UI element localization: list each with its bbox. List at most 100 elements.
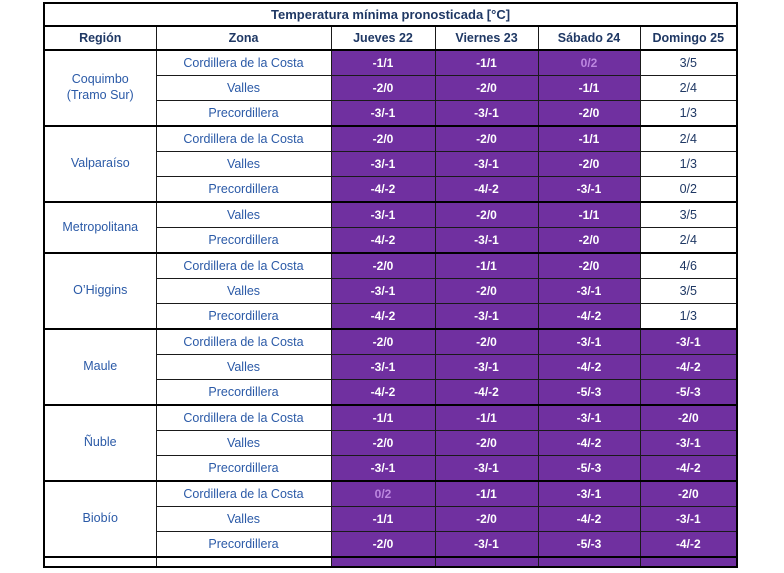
forecast-value-cell: -3/-1 [639, 506, 738, 532]
forecast-value-cell: -1/1 [537, 125, 641, 152]
table-row: Valles -3/-1 -3/-1 -2/0 1/3 [44, 151, 738, 177]
zone-cell: Precordillera [155, 303, 332, 330]
cutoff-purple-cell [537, 556, 641, 568]
forecast-value-cell: -3/-1 [330, 354, 436, 380]
forecast-table: Temperatura mínima pronosticada [°C] Reg… [42, 2, 739, 568]
forecast-value-cell: 1/3 [639, 100, 738, 127]
forecast-value-cell: -1/1 [434, 480, 539, 507]
forecast-value-cell: -1/1 [330, 404, 436, 431]
forecast-value-cell: -5/-3 [639, 379, 738, 406]
zone-cell: Cordillera de la Costa [155, 252, 332, 279]
zone-cell: Cordillera de la Costa [155, 404, 332, 431]
forecast-value-cell: -2/0 [537, 227, 641, 254]
zone-cell: Valles [155, 506, 332, 532]
forecast-value-cell: -2/0 [639, 404, 738, 431]
col-header-jueves: Jueves 22 [330, 25, 436, 51]
header-row: Región Zona Jueves 22 Viernes 23 Sábado … [43, 25, 738, 51]
cutoff-white-cell [43, 556, 157, 568]
forecast-value-cell: -1/1 [537, 201, 641, 228]
forecast-value-cell: -2/0 [434, 75, 539, 101]
forecast-value-cell: -2/0 [434, 278, 539, 304]
forecast-value-cell: 2/4 [639, 227, 738, 254]
forecast-value-cell: -4/-2 [434, 379, 539, 406]
table-row: Precordillera -4/-2 -3/-1 -2/0 2/4 [44, 227, 738, 254]
forecast-value-cell: 0/2 [639, 176, 738, 203]
forecast-value-cell: -2/0 [330, 531, 436, 558]
forecast-value-cell: -2/0 [434, 201, 539, 228]
cutoff-purple-cell [434, 556, 539, 568]
forecast-value-cell: -3/-1 [639, 328, 738, 355]
forecast-value-cell: 4/6 [639, 252, 738, 279]
forecast-value-cell: 3/5 [639, 278, 738, 304]
col-header-sabado: Sábado 24 [537, 25, 641, 51]
forecast-value-cell: -4/-2 [330, 379, 436, 406]
zone-cell: Valles [155, 278, 332, 304]
forecast-value-cell: -3/-1 [537, 328, 641, 355]
forecast-value-cell: -2/0 [434, 328, 539, 355]
region-cell: Coquimbo (Tramo Sur) [43, 49, 157, 127]
forecast-value-cell: -4/-2 [639, 531, 738, 558]
forecast-value-cell: -1/1 [330, 49, 436, 76]
forecast-value-cell: -3/-1 [330, 100, 436, 127]
forecast-value-cell: -3/-1 [434, 455, 539, 482]
zone-cell: Valles [155, 430, 332, 456]
forecast-value-cell: -2/0 [537, 252, 641, 279]
forecast-value-cell: -3/-1 [434, 303, 539, 330]
forecast-value-cell: -2/0 [639, 480, 738, 507]
table-title: Temperatura mínima pronosticada [°C] [42, 2, 739, 27]
col-header-viernes: Viernes 23 [434, 25, 539, 51]
zone-cell: Precordillera [155, 379, 332, 406]
forecast-value-cell: -3/-1 [434, 100, 539, 127]
forecast-value-cell: -2/0 [434, 125, 539, 152]
zone-cell: Cordillera de la Costa [155, 49, 332, 76]
forecast-value-cell: -2/0 [330, 125, 436, 152]
forecast-value-cell: -4/-2 [537, 354, 641, 380]
forecast-value-cell: -1/1 [434, 404, 539, 431]
zone-cell: Cordillera de la Costa [155, 328, 332, 355]
zone-cell: Precordillera [155, 176, 332, 203]
forecast-value-cell: -2/0 [330, 75, 436, 101]
forecast-value-cell: 1/3 [639, 151, 738, 177]
zone-cell: Precordillera [155, 100, 332, 127]
forecast-value-cell: -2/0 [537, 151, 641, 177]
forecast-value-cell: -4/-2 [537, 303, 641, 330]
cutoff-white-cell [155, 556, 332, 568]
table-row: Valles -2/0 -2/0 -1/1 2/4 [44, 75, 738, 101]
zone-cell: Cordillera de la Costa [155, 125, 332, 152]
forecast-value-cell: -3/-1 [537, 278, 641, 304]
zone-cell: Valles [155, 75, 332, 101]
region-cell: Metropolitana [43, 201, 157, 254]
forecast-value-cell: -1/1 [434, 49, 539, 76]
forecast-value-cell: -3/-1 [537, 176, 641, 203]
forecast-value-cell: -5/-3 [537, 455, 641, 482]
forecast-value-cell: 2/4 [639, 125, 738, 152]
forecast-value-cell: -3/-1 [537, 404, 641, 431]
table-row: Precordillera -4/-2 -3/-1 -4/-2 1/3 [44, 303, 738, 330]
table-row: Precordillera -3/-1 -3/-1 -5/-3 -4/-2 [44, 455, 738, 482]
forecast-value-cell: -4/-2 [639, 354, 738, 380]
forecast-value-cell: -3/-1 [434, 531, 539, 558]
forecast-value-cell: -2/0 [537, 100, 641, 127]
table-row: Coquimbo (Tramo Sur) Cordillera de la Cos… [43, 49, 738, 127]
region-cell: Valparaíso [43, 125, 157, 203]
forecast-value-cell: -3/-1 [434, 354, 539, 380]
forecast-value-cell: -5/-3 [537, 379, 641, 406]
zone-cell: Valles [155, 151, 332, 177]
col-header-region: Región [43, 25, 157, 51]
forecast-value-cell: 0/2 [330, 480, 436, 507]
forecast-value-cell: -3/-1 [639, 430, 738, 456]
table-row: Valparaíso Cordillera de la Costa -2/0 -2/0… [43, 125, 738, 203]
forecast-value-cell: -4/-2 [330, 227, 436, 254]
forecast-value-cell: -4/-2 [330, 303, 436, 330]
cutoff-purple-cell [330, 556, 436, 568]
col-header-domingo: Domingo 25 [639, 25, 738, 51]
forecast-value-cell: 0/2 [537, 49, 641, 76]
table-row: Precordillera -3/-1 -3/-1 -2/0 1/3 [44, 100, 738, 127]
title-row: Temperatura mínima pronosticada [°C] [42, 2, 739, 27]
forecast-value-cell: -3/-1 [330, 201, 436, 228]
zone-cell: Valles [155, 354, 332, 380]
forecast-value-cell: -3/-1 [434, 227, 539, 254]
cutoff-row [43, 556, 738, 568]
forecast-value-cell: -3/-1 [434, 151, 539, 177]
table-body: Coquimbo (Tramo Sur) Cordillera de la Cos… [43, 49, 738, 568]
